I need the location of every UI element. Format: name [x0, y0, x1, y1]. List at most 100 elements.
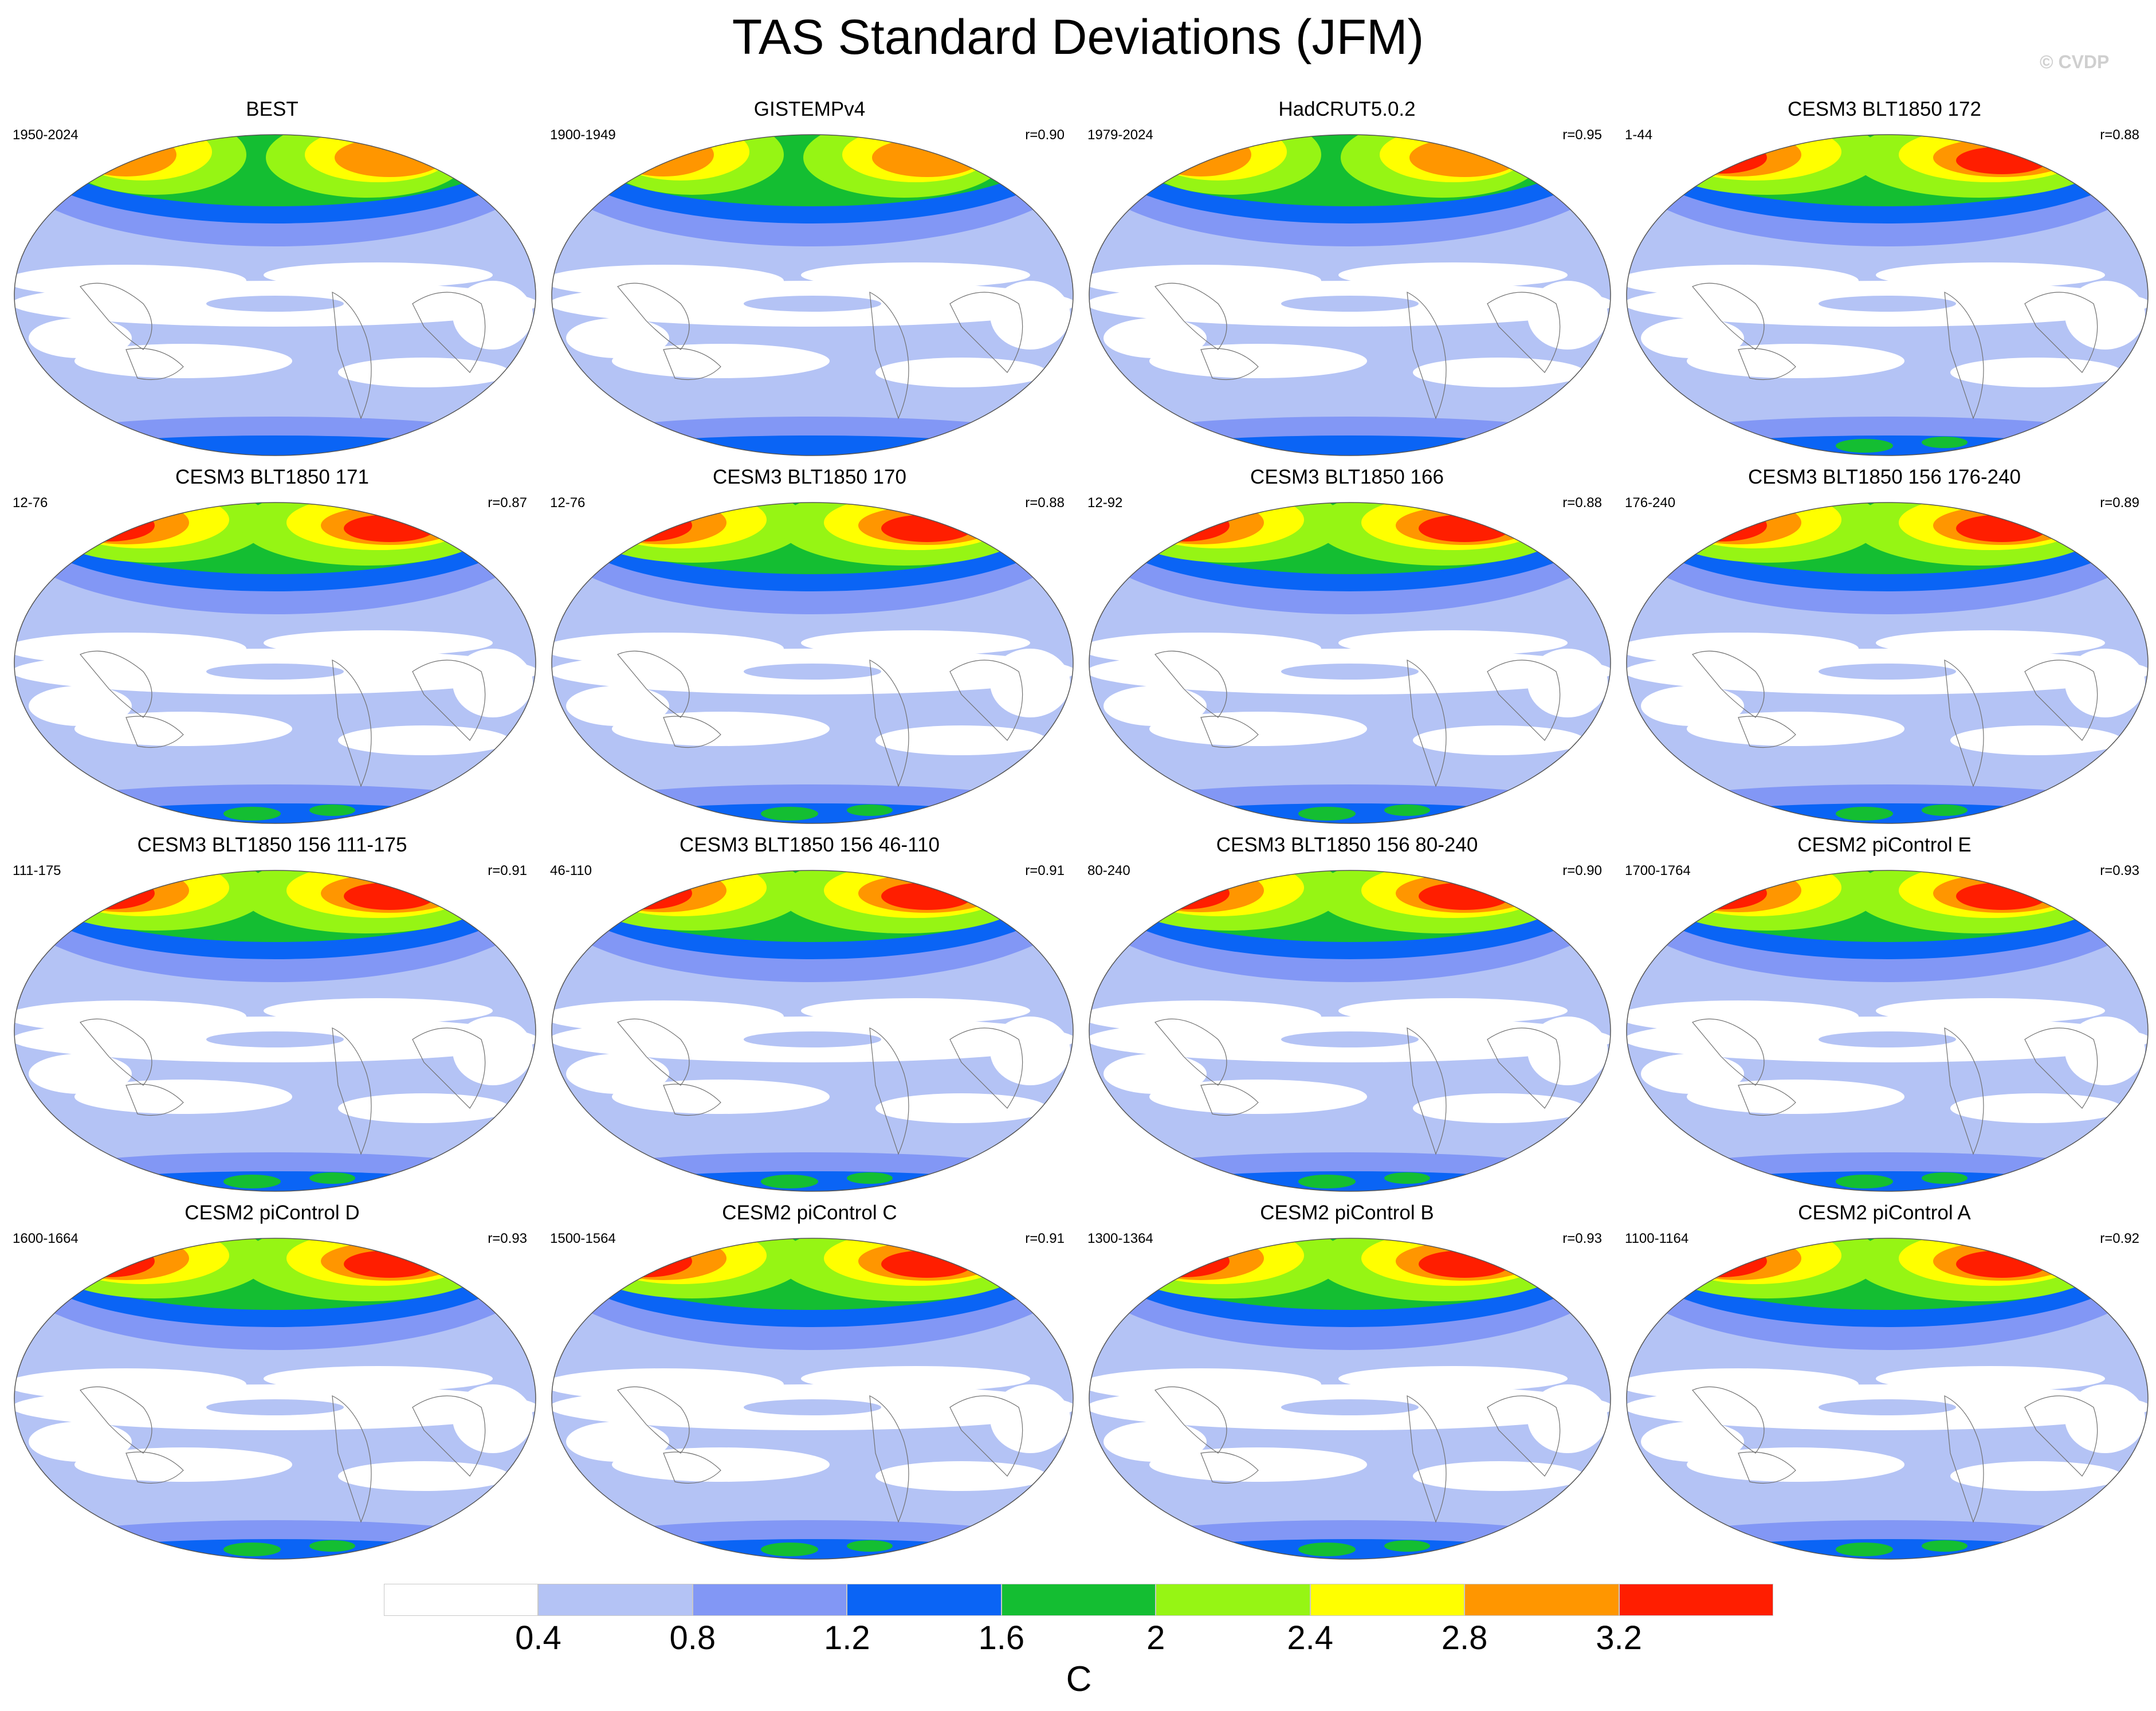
panel-title: CESM3 BLT1850 156 111-175 — [137, 834, 407, 856]
robinson-map — [551, 1238, 1074, 1560]
panel-pattern-correlation: r=0.93 — [1562, 1231, 1602, 1246]
panel-period: 1979-2024 — [1087, 127, 1153, 143]
panel-title: GISTEMPv4 — [753, 98, 866, 120]
robinson-map — [1089, 134, 1611, 456]
robinson-map — [14, 502, 536, 824]
panel-title: CESM2 piControl E — [1797, 834, 1972, 856]
panel-title: CESM3 BLT1850 172 — [1788, 98, 1981, 120]
panel-pattern-correlation: r=0.90 — [1025, 127, 1065, 143]
panel-pattern-correlation: r=0.93 — [488, 1231, 527, 1246]
map-panel: GISTEMPv4 1900-1949 r=0.90 — [543, 97, 1076, 464]
colorbar-segment — [692, 1584, 847, 1616]
panel-period: 1600-1664 — [13, 1231, 78, 1246]
colorbar — [384, 1584, 1773, 1619]
panel-period: 176-240 — [1625, 495, 1676, 511]
robinson-map — [14, 1238, 536, 1560]
panel-title: CESM3 BLT1850 156 80-240 — [1216, 834, 1478, 856]
map-panel: CESM3 BLT1850 156 176-240 176-240 r=0.89 — [1618, 465, 2151, 832]
colorbar-tick-label: 1.2 — [824, 1619, 870, 1657]
robinson-map — [1089, 1238, 1611, 1560]
robinson-map — [1089, 502, 1611, 824]
panel-period: 1500-1564 — [550, 1231, 616, 1246]
map-panel: CESM2 piControl C 1500-1564 r=0.91 — [543, 1201, 1076, 1568]
colorbar-segment — [384, 1584, 539, 1616]
map-panel: CESM3 BLT1850 172 1-44 r=0.88 — [1618, 97, 2151, 464]
panel-title: CESM2 piControl D — [184, 1202, 360, 1224]
robinson-map — [1626, 134, 2149, 456]
panel-title: HadCRUT5.0.2 — [1278, 98, 1416, 120]
colorbar-tick-label: 0.8 — [669, 1619, 716, 1657]
map-panel: HadCRUT5.0.2 1979-2024 r=0.95 — [1081, 97, 1613, 464]
colorbar-segment — [1156, 1584, 1310, 1616]
panel-title: CESM2 piControl B — [1260, 1202, 1434, 1224]
panel-title: BEST — [246, 98, 299, 120]
panel-title: CESM3 BLT1850 166 — [1250, 466, 1444, 488]
panel-period: 1300-1364 — [1087, 1231, 1153, 1246]
colorbar-tick-label: 0.4 — [515, 1619, 561, 1657]
panel-title: CESM3 BLT1850 156 46-110 — [680, 834, 940, 856]
map-panel: CESM2 piControl B 1300-1364 r=0.93 — [1081, 1201, 1613, 1568]
colorbar-tick-label: 1.6 — [978, 1619, 1025, 1657]
panel-period: 111-175 — [13, 863, 61, 878]
colorbar-tick-label: 2.8 — [1441, 1619, 1488, 1657]
robinson-map — [551, 134, 1074, 456]
colorbar-segment — [847, 1584, 1002, 1616]
robinson-map — [1626, 870, 2149, 1192]
map-panel: CESM3 BLT1850 171 12-76 r=0.87 — [6, 465, 539, 832]
panel-period: 1700-1764 — [1625, 863, 1691, 878]
map-panel: CESM3 BLT1850 156 111-175 111-175 r=0.91 — [6, 833, 539, 1200]
colorbar-segment — [1464, 1584, 1619, 1616]
map-panel: CESM3 BLT1850 166 12-92 r=0.88 — [1081, 465, 1613, 832]
panel-period: 1-44 — [1625, 127, 1653, 143]
colorbar-segment — [538, 1584, 693, 1616]
panel-pattern-correlation: r=0.88 — [1025, 495, 1065, 511]
panel-pattern-correlation: r=0.90 — [1562, 863, 1602, 878]
map-panel: CESM3 BLT1850 156 46-110 46-110 r=0.91 — [543, 833, 1076, 1200]
colorbar-segment — [1619, 1584, 1773, 1616]
map-panel: CESM2 piControl D 1600-1664 r=0.93 — [6, 1201, 539, 1568]
panel-pattern-correlation: r=0.95 — [1562, 127, 1602, 143]
robinson-map — [1626, 502, 2149, 824]
robinson-map — [551, 502, 1074, 824]
panel-pattern-correlation: r=0.88 — [1562, 495, 1602, 511]
panel-period: 12-76 — [550, 495, 586, 511]
panel-pattern-correlation: r=0.93 — [2100, 863, 2139, 878]
panel-pattern-correlation: r=0.91 — [488, 863, 527, 878]
watermark: © CVDP — [2040, 52, 2110, 72]
panel-period: 46-110 — [550, 863, 592, 878]
panel-period: 1100-1164 — [1625, 1231, 1689, 1246]
panel-title: CESM3 BLT1850 156 176-240 — [1747, 466, 2021, 488]
map-panel: CESM3 BLT1850 156 80-240 80-240 r=0.90 — [1081, 833, 1613, 1200]
panel-pattern-correlation: r=0.87 — [488, 495, 527, 511]
panel-pattern-correlation: r=0.91 — [1025, 1231, 1065, 1246]
colorbar-segment — [1001, 1584, 1156, 1616]
panel-title: CESM2 piControl C — [722, 1202, 897, 1224]
colorbar-tick-label: 2.4 — [1287, 1619, 1333, 1657]
panel-period: 1950-2024 — [13, 127, 78, 143]
colorbar-tick-label: 2 — [1146, 1619, 1165, 1657]
panel-pattern-correlation: r=0.89 — [2100, 495, 2139, 511]
map-panel: BEST 1950-2024 — [6, 97, 539, 464]
map-panel: CESM2 piControl E 1700-1764 r=0.93 — [1618, 833, 2151, 1200]
colorbar-unit: C — [1066, 1659, 1092, 1699]
colorbar-segment — [1310, 1584, 1465, 1616]
robinson-map — [551, 870, 1074, 1192]
robinson-map — [1626, 1238, 2149, 1560]
robinson-map — [14, 870, 536, 1192]
map-panel: CESM3 BLT1850 170 12-76 r=0.88 — [543, 465, 1076, 832]
colorbar-tick-label: 3.2 — [1596, 1619, 1642, 1657]
panel-title: CESM2 piControl A — [1798, 1202, 1971, 1224]
panel-pattern-correlation: r=0.91 — [1025, 863, 1065, 878]
robinson-map — [14, 134, 536, 456]
panel-period: 12-76 — [13, 495, 48, 511]
figure-title: TAS Standard Deviations (JFM) — [732, 10, 1424, 65]
panel-pattern-correlation: r=0.88 — [2100, 127, 2139, 143]
panel-period: 80-240 — [1087, 863, 1130, 878]
robinson-map — [1089, 870, 1611, 1192]
panel-pattern-correlation: r=0.92 — [2100, 1231, 2139, 1246]
panel-period: 1900-1949 — [550, 127, 616, 143]
panel-title: CESM3 BLT1850 170 — [713, 466, 906, 488]
panel-period: 12-92 — [1087, 495, 1123, 511]
map-panel: CESM2 piControl A 1100-1164 r=0.92 — [1618, 1201, 2151, 1568]
panel-title: CESM3 BLT1850 171 — [175, 466, 369, 488]
